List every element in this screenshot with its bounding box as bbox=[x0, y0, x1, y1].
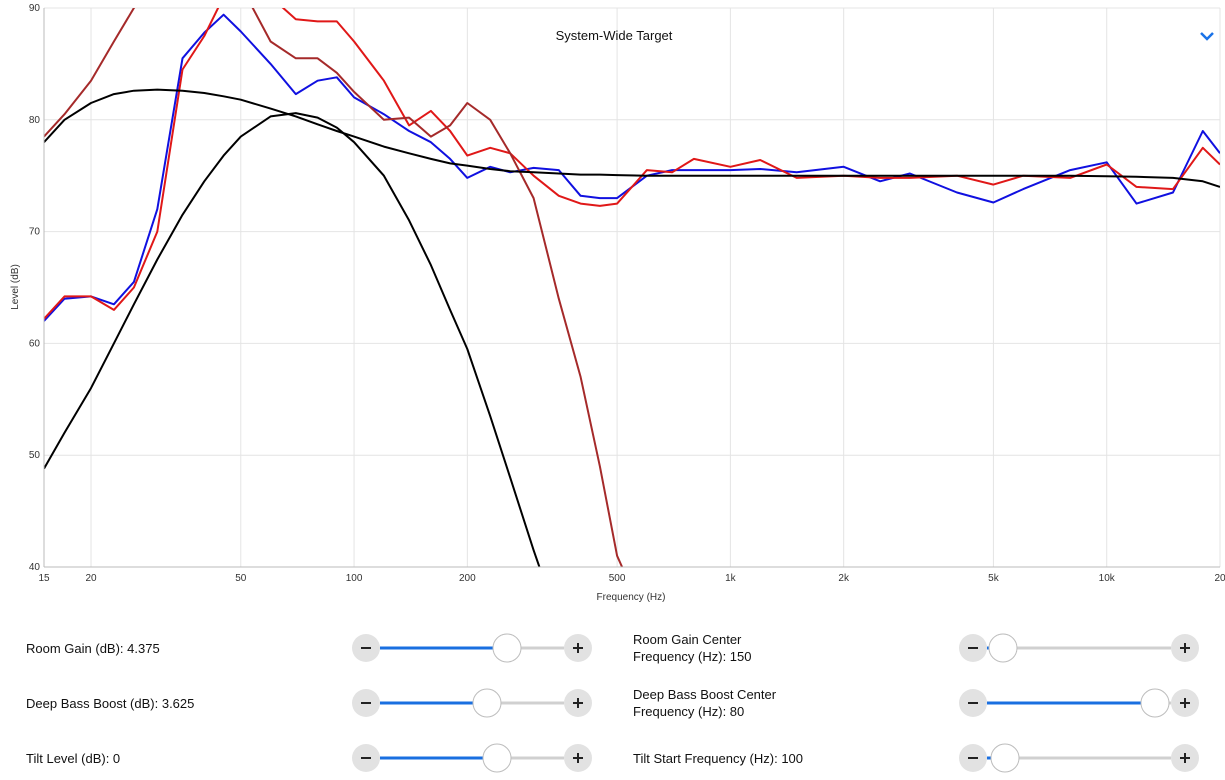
slider-thumb[interactable] bbox=[988, 633, 1018, 663]
x-tick-label: 1k bbox=[725, 573, 737, 584]
control-label: Room Gain Center bbox=[633, 632, 742, 647]
y-tick-label: 90 bbox=[29, 3, 41, 14]
dropdown-chevron[interactable] bbox=[1200, 32, 1214, 41]
plus-icon bbox=[573, 643, 583, 653]
slider-thumb[interactable] bbox=[990, 743, 1020, 773]
x-tick-label: 20 bbox=[85, 573, 97, 584]
x-axis-label: Frequency (Hz) bbox=[597, 592, 666, 603]
control-label: Frequency (Hz): 80 bbox=[633, 704, 744, 719]
response-curve bbox=[44, 112, 541, 567]
control-label: Deep Bass Boost Center bbox=[633, 687, 777, 702]
x-tick-label: 15 bbox=[38, 573, 50, 584]
slider-thumb[interactable] bbox=[482, 743, 512, 773]
control-label: Frequency (Hz): 150 bbox=[633, 649, 752, 664]
x-tick-label: 500 bbox=[609, 573, 626, 584]
x-tick-label: 20 bbox=[1214, 573, 1225, 584]
x-tick-label: 2k bbox=[838, 573, 850, 584]
plus-icon bbox=[573, 698, 583, 708]
response-curve bbox=[44, 88, 1220, 188]
y-tick-label: 70 bbox=[29, 227, 41, 238]
plus-icon bbox=[1180, 753, 1190, 763]
slider-thumb[interactable] bbox=[492, 633, 522, 663]
response-curve bbox=[44, 8, 1220, 320]
y-tick-label: 50 bbox=[29, 450, 41, 461]
control-label: Tilt Level (dB): 0 bbox=[26, 751, 120, 766]
x-tick-label: 5k bbox=[988, 573, 1000, 584]
y-tick-label: 60 bbox=[29, 338, 41, 349]
y-tick-label: 40 bbox=[29, 562, 41, 573]
y-tick-label: 80 bbox=[29, 115, 41, 126]
plus-icon bbox=[1180, 698, 1190, 708]
plus-icon bbox=[1180, 643, 1190, 653]
target-dropdown[interactable]: System-Wide Target bbox=[556, 28, 673, 43]
control-label: Tilt Start Frequency (Hz): 100 bbox=[633, 751, 803, 766]
x-tick-label: 10k bbox=[1099, 573, 1116, 584]
x-tick-label: 100 bbox=[346, 573, 363, 584]
response-curve bbox=[44, 13, 1220, 322]
x-tick-label: 50 bbox=[235, 573, 247, 584]
control-label: Deep Bass Boost (dB): 3.625 bbox=[26, 696, 194, 711]
plus-icon bbox=[573, 753, 583, 763]
x-tick-label: 200 bbox=[459, 573, 476, 584]
y-axis-label: Level (dB) bbox=[10, 264, 21, 310]
response-curve bbox=[44, 8, 624, 567]
control-label: Room Gain (dB): 4.375 bbox=[26, 641, 160, 656]
slider-thumb[interactable] bbox=[472, 688, 502, 718]
slider-thumb[interactable] bbox=[1140, 688, 1170, 718]
